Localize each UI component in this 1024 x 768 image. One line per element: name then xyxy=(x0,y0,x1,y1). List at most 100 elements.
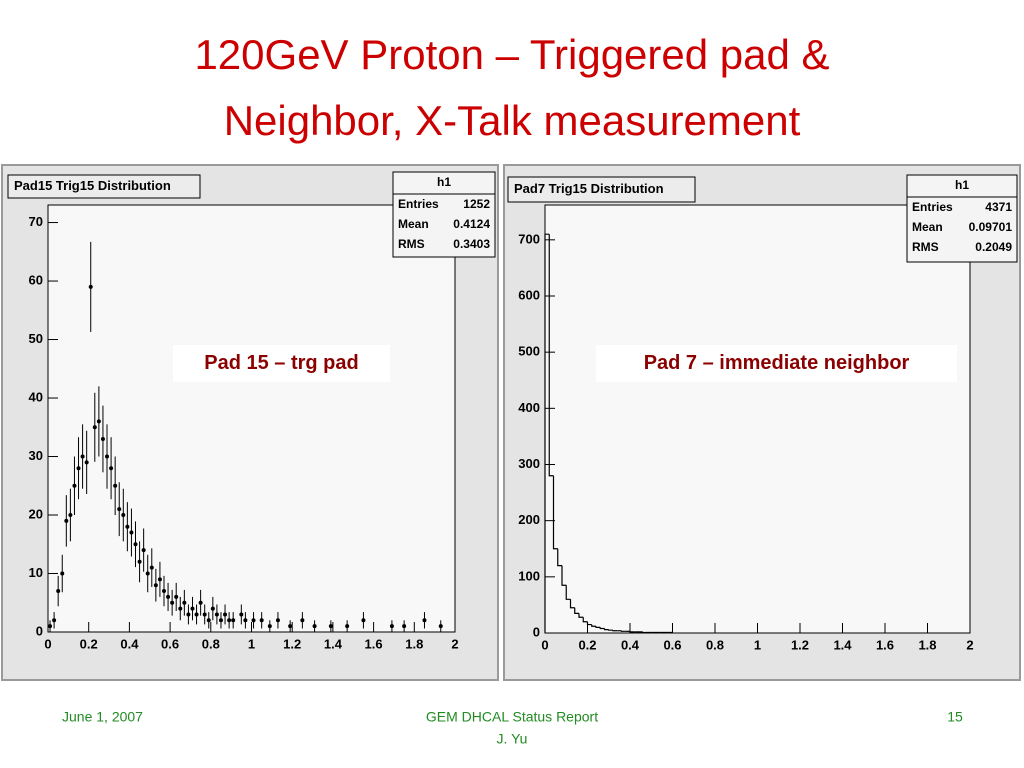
histogram-bin xyxy=(548,234,554,477)
data-point xyxy=(80,454,85,459)
stats-name: h1 xyxy=(955,178,969,192)
data-point xyxy=(231,618,236,623)
data-point xyxy=(76,466,81,471)
histogram-bin xyxy=(561,565,567,586)
data-point xyxy=(64,518,69,523)
histogram-bin xyxy=(578,613,584,618)
stats-label: RMS xyxy=(912,240,939,254)
x-tick-label: 1.4 xyxy=(324,636,343,651)
slide-title: 120GeV Proton – Triggered pad & xyxy=(194,31,829,78)
histogram-bin xyxy=(565,585,571,600)
stats-label: Mean xyxy=(398,217,429,231)
x-tick-label: 0.2 xyxy=(80,636,98,651)
stats-value: 1252 xyxy=(463,197,490,211)
x-tick-label: 0 xyxy=(44,636,51,651)
x-tick-label: 0.8 xyxy=(706,637,724,652)
x-tick-label: 1.8 xyxy=(918,637,936,652)
data-point xyxy=(113,483,118,488)
data-point xyxy=(389,624,394,629)
data-point xyxy=(48,624,53,629)
y-tick-label: 500 xyxy=(518,344,540,359)
data-point xyxy=(275,618,280,623)
data-point xyxy=(137,559,142,564)
data-point xyxy=(267,624,272,629)
data-point xyxy=(100,436,105,441)
data-point xyxy=(109,466,114,471)
x-tick-label: 2 xyxy=(451,636,458,651)
data-point xyxy=(166,594,171,599)
data-point xyxy=(194,612,199,617)
footer-author: J. Yu xyxy=(497,731,528,747)
data-point xyxy=(182,600,187,605)
plot-area xyxy=(544,204,971,634)
data-point xyxy=(84,460,89,465)
data-point xyxy=(227,618,232,623)
footer-page: 15 xyxy=(947,709,963,725)
x-tick-label: 0.8 xyxy=(202,636,220,651)
data-point xyxy=(214,612,219,617)
histogram-bin xyxy=(582,617,588,623)
data-point xyxy=(218,618,223,623)
data-point xyxy=(52,618,57,623)
data-point xyxy=(157,577,162,582)
data-point xyxy=(88,284,93,289)
data-point xyxy=(153,583,158,588)
histogram-bin xyxy=(595,626,601,628)
data-point xyxy=(243,618,248,623)
data-point xyxy=(149,565,154,570)
data-point xyxy=(190,606,195,611)
histogram-bin xyxy=(552,475,558,550)
footer-report: GEM DHCAL Status Report xyxy=(426,709,598,725)
data-point xyxy=(438,624,443,629)
histogram-bin xyxy=(629,631,635,633)
data-point xyxy=(422,618,427,623)
data-point xyxy=(56,589,61,594)
data-point xyxy=(328,624,333,629)
annotation-box xyxy=(173,345,390,382)
x-tick-label: 0 xyxy=(541,637,548,652)
histogram-bin xyxy=(612,630,618,632)
x-tick-label: 2 xyxy=(966,637,973,652)
data-point xyxy=(202,612,207,617)
y-tick-label: 30 xyxy=(29,448,43,463)
data-point xyxy=(68,513,73,518)
y-tick-label: 400 xyxy=(518,400,540,415)
annotation: Pad 15 – trg pad xyxy=(204,352,359,374)
data-point xyxy=(210,606,215,611)
y-tick-label: 100 xyxy=(518,568,540,583)
data-point xyxy=(259,618,264,623)
chart-title: Pad15 Trig15 Distribution xyxy=(14,178,171,193)
x-tick-label: 1.2 xyxy=(283,636,301,651)
x-tick-label: 1 xyxy=(754,637,761,652)
data-point xyxy=(361,618,366,623)
y-tick-label: 70 xyxy=(29,214,43,229)
data-point xyxy=(251,618,256,623)
chart-title: Pad7 Trig15 Distribution xyxy=(514,181,664,196)
stats-box xyxy=(392,171,496,258)
x-tick-label: 0.2 xyxy=(578,637,596,652)
histogram-bin xyxy=(574,607,579,614)
data-point xyxy=(178,606,183,611)
footer-date: June 1, 2007 xyxy=(62,709,143,725)
stats-label: RMS xyxy=(398,237,425,251)
stats-label: Entries xyxy=(912,200,953,214)
histogram-bin xyxy=(569,599,575,609)
data-point xyxy=(105,454,110,459)
stats-box xyxy=(906,174,1018,263)
y-tick-label: 0 xyxy=(533,624,540,639)
histogram-bin xyxy=(642,631,647,634)
data-point xyxy=(92,425,97,430)
histogram-bin xyxy=(591,624,596,627)
data-point xyxy=(312,624,317,629)
stats-label: Entries xyxy=(398,197,439,211)
title-box xyxy=(507,176,696,203)
stats-value: 4371 xyxy=(985,200,1012,214)
histogram-bin xyxy=(603,628,609,631)
data-point xyxy=(288,624,293,629)
histogram-bin xyxy=(620,630,626,632)
annotation: Pad 7 – immediate neighbor xyxy=(644,352,910,374)
histogram-bin xyxy=(557,548,562,567)
data-point xyxy=(96,419,101,424)
data-point xyxy=(174,594,179,599)
